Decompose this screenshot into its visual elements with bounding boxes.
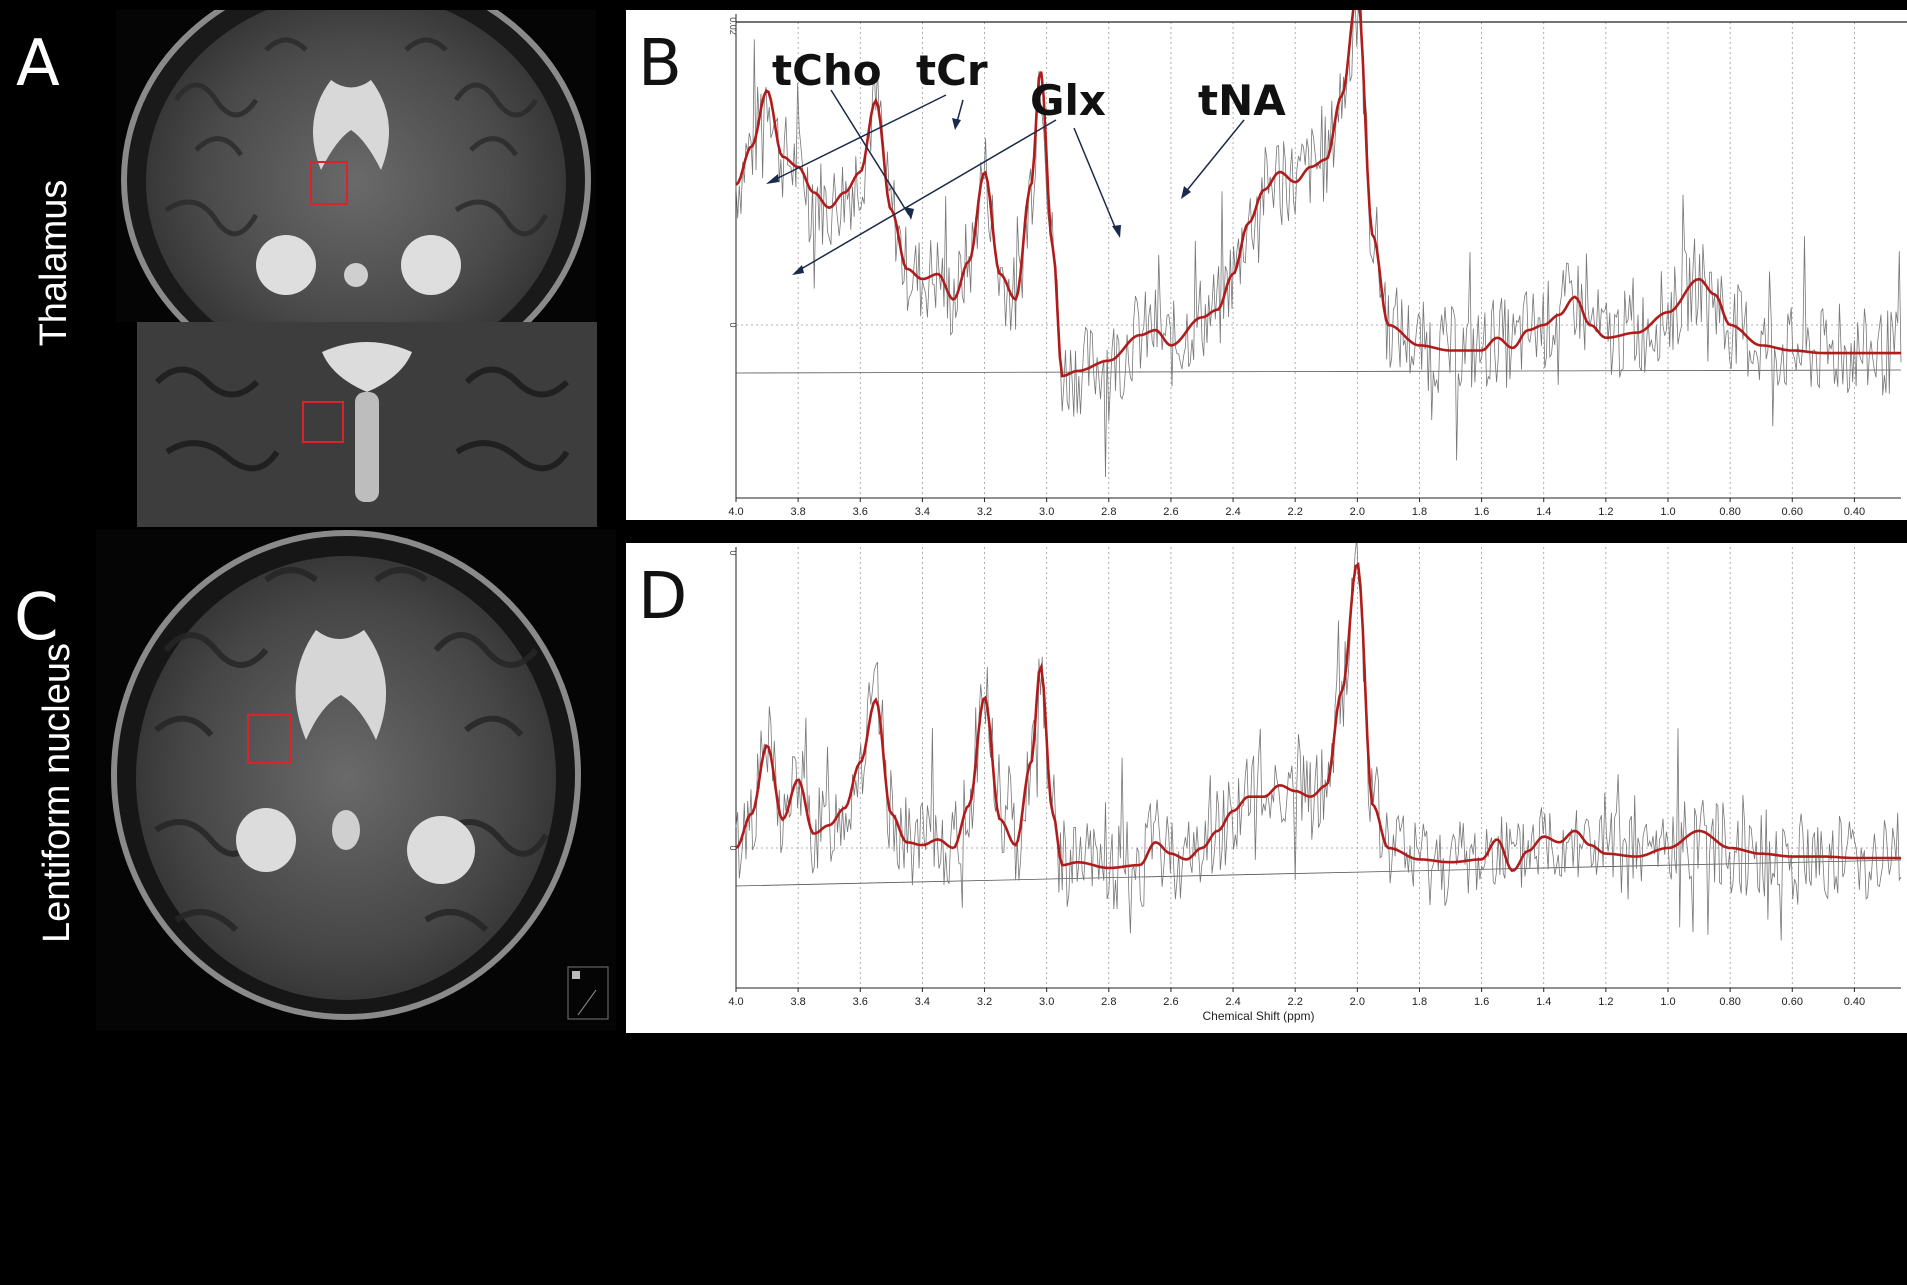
x-tick-label: 4.0 [728, 506, 743, 518]
x-tick-label: 3.0 [1039, 506, 1054, 518]
x-tick-label: 3.0 [1039, 996, 1054, 1008]
x-tick-label: 3.2 [977, 506, 992, 518]
x-tick-label: 3.4 [915, 506, 930, 518]
annotation-tcho: tCho [772, 46, 882, 95]
x-tick-label: 1.0 [1660, 996, 1675, 1008]
x-tick-label: 2.2 [1288, 506, 1303, 518]
x-tick-label: 2.4 [1225, 996, 1240, 1008]
panel-letter-d: D [638, 560, 688, 634]
x-tick-label: 3.6 [853, 506, 868, 518]
x-tick-label: 1.4 [1536, 506, 1551, 518]
x-tick-label: 1.2 [1598, 506, 1613, 518]
baseline [735, 369, 1902, 374]
x-tick-label: 2.8 [1101, 996, 1116, 1008]
fit-spectrum-line [735, 10, 1901, 378]
x-tick-label: 3.8 [790, 996, 805, 1008]
x-tick-label: 0.60 [1782, 996, 1803, 1008]
x-axis-title: Chemical Shift (ppm) [1202, 1009, 1314, 1023]
spectrum-chart-b: 4.0 3.8 3.6 3.4 3.2 3.0 2.8 2.6 2.4 2.2 2.0 1.8 1.6 1… [728, 10, 1907, 518]
x-tick-label: 1.2 [1598, 996, 1613, 1008]
x-tick-label: 1.8 [1412, 506, 1427, 518]
raw-spectrum-line [735, 543, 1902, 941]
x-tick-label: 2.4 [1225, 506, 1240, 518]
annotation-glx: Glx [1030, 76, 1106, 125]
x-tick-label: 2.0 [1350, 506, 1365, 518]
x-tick-label: 2.2 [1288, 996, 1303, 1008]
x-tick-label: 3.4 [915, 996, 930, 1008]
spectrum-chart-d: 4.0 3.8 3.6 3.4 3.2 3.0 2.8 2.6 2.4 2.2 2.0 1.8 1.6 1… [728, 543, 1902, 1023]
x-tick-label: 2.6 [1163, 506, 1178, 518]
spectrum-panel-d: 4.0 3.8 3.6 3.4 3.2 3.0 2.8 2.6 2.4 2.2 2.0 1.8 1.6 1… [626, 543, 1907, 1033]
x-tick-label: 2.8 [1101, 506, 1116, 518]
x-tick-label: 2.6 [1163, 996, 1178, 1008]
x-tick-label: 4.0 [728, 996, 743, 1008]
y-tick-label: 0 [728, 550, 738, 555]
x-tick-label: 2.0 [1350, 996, 1365, 1008]
panel-letter-b: B [638, 27, 682, 101]
x-tick-label: 3.8 [790, 506, 805, 518]
x-tick-label: 3.6 [853, 996, 868, 1008]
x-tick-label: 0.80 [1719, 506, 1740, 518]
x-tick-label: 3.2 [977, 996, 992, 1008]
mri-axial-thalamus [116, 10, 596, 322]
x-tick-label: 1.6 [1474, 996, 1489, 1008]
annotation-tcr: tCr [916, 46, 988, 95]
x-tick-label: 1.8 [1412, 996, 1427, 1008]
y-tick-label: 0 [728, 845, 738, 850]
x-tick-label: 0.40 [1844, 506, 1865, 518]
x-tick-label: 0.40 [1844, 996, 1865, 1008]
x-tick-label: 1.0 [1660, 506, 1675, 518]
fit-spectrum-line [735, 562, 1901, 872]
y-tick-label: 0 [728, 322, 738, 327]
y-tick-label: 0.02 [728, 17, 738, 35]
side-label-thalamus: Thalamus [33, 179, 75, 347]
x-tick-label: 1.4 [1536, 996, 1551, 1008]
x-tick-label: 0.80 [1719, 996, 1740, 1008]
x-tick-label: 1.6 [1474, 506, 1489, 518]
mri-axial-lentiform [96, 530, 616, 1030]
panel-letter-a: A [16, 27, 60, 101]
side-label-lentiform: Lentiform nucleus [36, 643, 78, 943]
raw-spectrum-line [735, 10, 1902, 478]
annotation-tna: tNA [1198, 76, 1286, 125]
x-tick-label: 0.60 [1782, 506, 1803, 518]
mri-coronal-thalamus [137, 322, 597, 527]
spectrum-panel-b: 4.0 3.8 3.6 3.4 3.2 3.0 2.8 2.6 2.4 2.2 2.0 1.8 1.6 1… [626, 10, 1907, 520]
panel-letter-c: C [14, 581, 59, 655]
